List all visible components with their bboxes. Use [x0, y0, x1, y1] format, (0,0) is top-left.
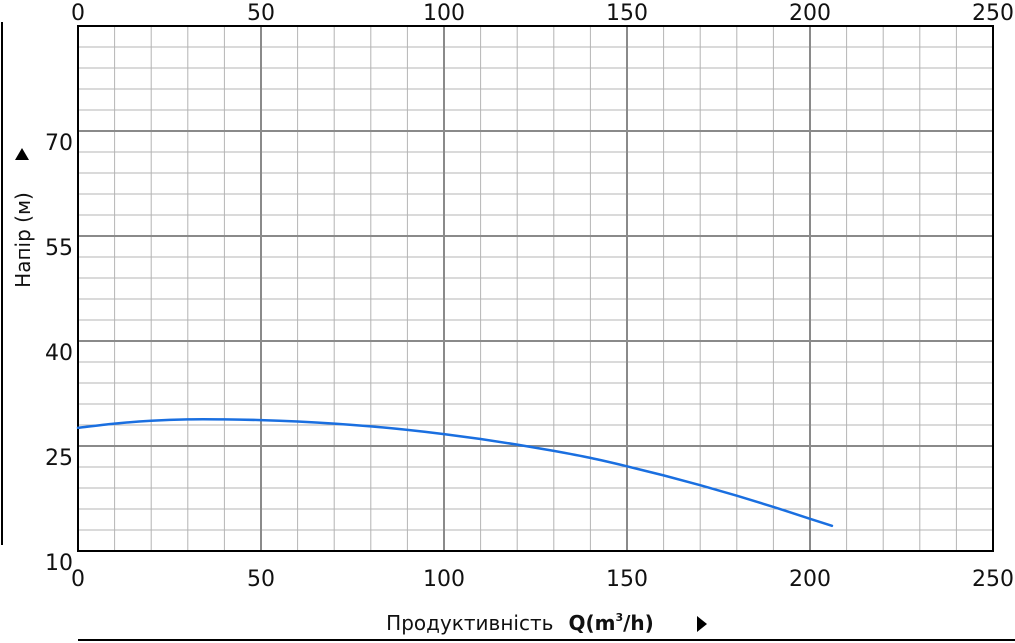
head-curve-line	[76, 418, 834, 528]
top-x-tick-label: 50	[247, 1, 275, 26]
top-x-tick-label: 200	[789, 1, 831, 26]
top-x-tick-label: 0	[71, 1, 85, 26]
x-axis-arrow-icon	[697, 616, 707, 632]
y-axis-title: Напір (м)	[11, 192, 35, 288]
x-axis-unit-prefix: Q(m	[568, 611, 615, 635]
y-axis-arrow-icon	[15, 148, 29, 160]
top-x-tick-label: 100	[423, 1, 465, 26]
bottom-x-tick-label: 50	[247, 567, 275, 592]
bottom-x-tick-label: 0	[71, 567, 85, 592]
bottom-x-tick-label: 200	[789, 567, 831, 592]
top-x-tick-labels: 0 50 100 150 200 250	[71, 1, 1014, 26]
y-tick-label: 70	[45, 131, 73, 156]
bottom-x-tick-labels: 0 50 100 150 200 250	[71, 567, 1014, 592]
y-tick-label: 55	[45, 236, 73, 261]
y-tick-label: 25	[45, 446, 73, 471]
y-tick-label: 10	[45, 551, 73, 576]
x-axis-unit-sup: 3	[615, 611, 623, 624]
x-axis-title-text: Продуктивність	[386, 611, 553, 635]
y-tick-labels: 10 25 40 55 70	[45, 131, 73, 576]
top-x-tick-label: 250	[972, 1, 1014, 26]
series-layer	[76, 418, 834, 528]
x-axis-unit-suffix: /h)	[623, 611, 654, 635]
bottom-x-tick-label: 100	[423, 567, 465, 592]
minor-grid	[78, 26, 993, 551]
major-grid	[78, 26, 993, 551]
top-x-tick-label: 150	[606, 1, 648, 26]
bottom-x-tick-label: 250	[972, 567, 1014, 592]
x-axis-title: Продуктивність Q(m3/h)	[386, 611, 654, 635]
plot-frame	[77, 25, 994, 552]
bottom-x-tick-label: 150	[606, 567, 648, 592]
y-tick-label: 40	[45, 341, 73, 366]
